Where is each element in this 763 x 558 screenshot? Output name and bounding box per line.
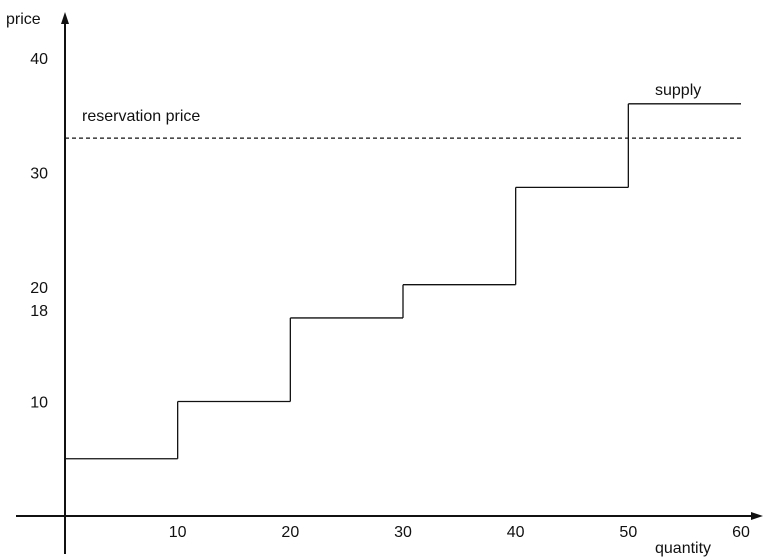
y-tick-label: 10 [30, 395, 48, 412]
x-axis-arrow [751, 512, 763, 520]
y-axis-arrow [61, 12, 69, 24]
x-tick-label: 30 [394, 524, 412, 541]
x-tick-label: 40 [507, 524, 525, 541]
x-tick-label: 10 [169, 524, 187, 541]
y-axis-label: price [6, 11, 41, 28]
supply-label: supply [655, 82, 701, 99]
y-tick-label: 18 [30, 303, 48, 320]
y-tick-label: 40 [30, 51, 48, 68]
x-tick-label: 20 [281, 524, 299, 541]
y-tick-label: 20 [30, 280, 48, 297]
y-tick-label: 30 [30, 166, 48, 183]
chart-marks [65, 103, 741, 460]
x-axis-label: quantity [655, 540, 711, 557]
tick-labels: 10 20 30 40 50 60 10 18 20 30 40 [30, 51, 750, 541]
x-tick-label: 50 [619, 524, 637, 541]
x-tick-label: 60 [732, 524, 750, 541]
axes [16, 12, 763, 554]
reservation-price-label: reservation price [82, 108, 200, 125]
